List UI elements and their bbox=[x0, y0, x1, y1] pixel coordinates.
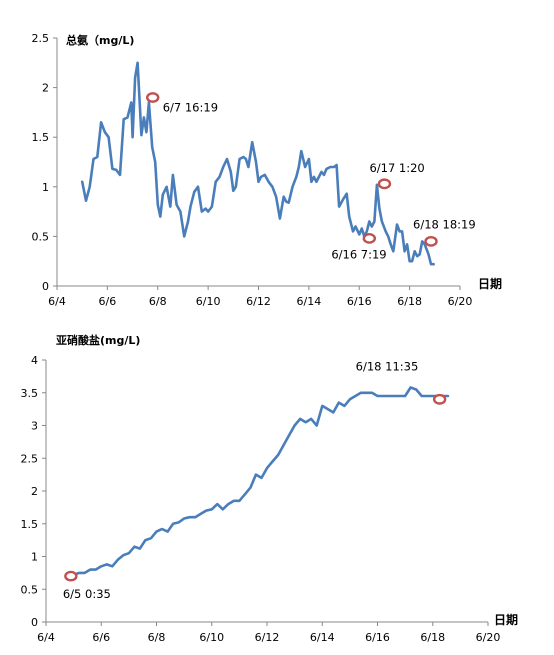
annotation-marker bbox=[432, 393, 447, 405]
ammonia-annotations: 6/7 16:19 6/16 7:19 6/17 1:20 6/18 18:19 bbox=[146, 92, 476, 261]
annotation-label: 6/18 18:19 bbox=[413, 217, 476, 231]
annotation-marker bbox=[64, 570, 78, 582]
annotation-label: 6/16 7:19 bbox=[331, 247, 386, 261]
y-tick-label: 3.5 bbox=[21, 387, 39, 400]
ammonia-chart: 总氨（mg/L) 日期 0 0.5 1 1.5 2 2.5 6/4 6/6 6/8 6/10 6/1… bbox=[32, 32, 503, 308]
y-tick-label: 1.5 bbox=[21, 518, 39, 531]
ammonia-plot bbox=[80, 61, 435, 266]
annotation-label: 6/17 1:20 bbox=[369, 161, 424, 175]
x-tick-label: 6/6 bbox=[99, 295, 117, 308]
nitrite-ticks: 0 0.5 1 1.5 2 2.5 3 3.5 4 6/4 6/6 6/8 6/10 6/12 6/14 6/… bbox=[21, 354, 501, 644]
y-tick-label: 1.5 bbox=[32, 131, 50, 144]
nitrite-plot bbox=[72, 386, 450, 577]
x-tick-label: 6/8 bbox=[148, 631, 166, 644]
x-tick-label: 6/10 bbox=[199, 631, 224, 644]
x-tick-label: 6/14 bbox=[310, 631, 335, 644]
x-tick-label: 6/14 bbox=[297, 295, 322, 308]
ammonia-chart-title: 总氨（mg/L) bbox=[66, 33, 134, 47]
y-tick-label: 0.5 bbox=[32, 230, 50, 243]
x-tick-label: 6/18 bbox=[420, 631, 445, 644]
annotation-label: 6/18 11:35 bbox=[356, 359, 419, 373]
annotation-label: 6/5 0:35 bbox=[63, 587, 111, 601]
y-tick-label: 2.5 bbox=[21, 452, 39, 465]
x-tick-label: 6/20 bbox=[476, 631, 501, 644]
annotation-marker bbox=[146, 92, 160, 103]
y-tick-label: 0.5 bbox=[21, 583, 39, 596]
nitrite-chart: 亚硝酸盐(mg/L) 日期 0 0.5 1 1.5 2 2.5 3 3.5 4 6/4 6/6 6/8… bbox=[21, 333, 519, 644]
y-tick-label: 2.5 bbox=[32, 32, 50, 45]
x-tick-label: 6/10 bbox=[196, 295, 221, 308]
y-tick-label: 0 bbox=[31, 616, 38, 629]
annotation-label: 6/7 16:19 bbox=[163, 101, 218, 115]
y-tick-label: 0 bbox=[42, 280, 49, 293]
x-tick-label: 6/4 bbox=[37, 631, 55, 644]
series-line bbox=[80, 61, 435, 266]
y-tick-label: 4 bbox=[31, 354, 38, 367]
nitrite-annotations: 6/5 0:35 6/18 11:35 bbox=[63, 359, 447, 601]
x-tick-label: 6/6 bbox=[92, 631, 110, 644]
annotation-marker bbox=[424, 235, 438, 247]
x-tick-label: 6/16 bbox=[347, 295, 372, 308]
y-tick-label: 1 bbox=[31, 551, 38, 564]
x-tick-label: 6/4 bbox=[48, 295, 66, 308]
nitrite-x-axis-label: 日期 bbox=[494, 612, 518, 627]
annotation-marker bbox=[362, 232, 377, 244]
y-tick-label: 2 bbox=[42, 82, 49, 95]
annotation-marker bbox=[377, 178, 392, 190]
x-tick-label: 6/12 bbox=[246, 295, 271, 308]
y-tick-label: 1 bbox=[42, 181, 49, 194]
y-tick-label: 3 bbox=[31, 420, 38, 433]
nitrite-axes bbox=[45, 360, 488, 623]
x-tick-label: 6/12 bbox=[255, 631, 280, 644]
x-tick-label: 6/20 bbox=[448, 295, 473, 308]
ammonia-ticks: 0 0.5 1 1.5 2 2.5 6/4 6/6 6/8 6/10 6/12 6/14 6/16 6/1… bbox=[32, 32, 473, 308]
x-tick-label: 6/8 bbox=[149, 295, 167, 308]
nitrite-chart-title: 亚硝酸盐(mg/L) bbox=[56, 333, 140, 347]
x-tick-label: 6/18 bbox=[397, 295, 422, 308]
series-line bbox=[72, 386, 450, 577]
y-tick-label: 2 bbox=[31, 485, 38, 498]
x-tick-label: 6/16 bbox=[365, 631, 390, 644]
ammonia-x-axis-label: 日期 bbox=[478, 276, 502, 291]
